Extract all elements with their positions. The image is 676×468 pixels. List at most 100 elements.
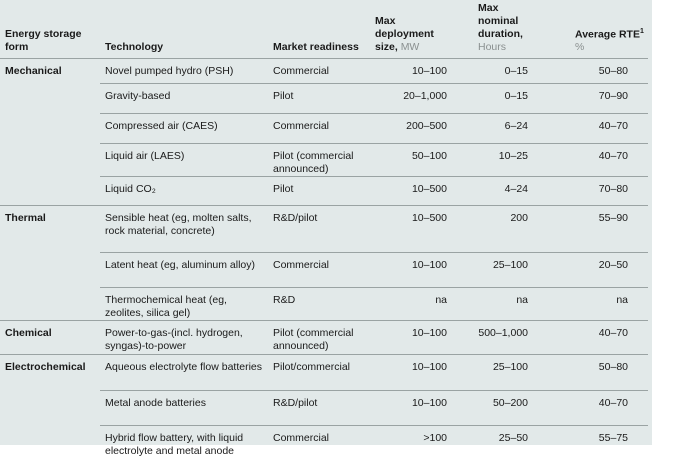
cell-readiness: Pilot (commercial announced): [268, 320, 370, 355]
cell-technology: Thermochemical heat (eg, zeolites, silic…: [100, 287, 268, 321]
table-row: Electrochemical Aqueous electrolyte flow …: [0, 354, 648, 391]
header-rte-unit: %: [575, 41, 585, 53]
cell-technology: Novel pumped hydro (PSH): [100, 58, 268, 84]
cell-form: [0, 177, 100, 206]
cell-rte: 70–80: [530, 176, 648, 206]
cell-duration: 25–50: [448, 425, 530, 468]
cell-duration: 10–25: [448, 143, 530, 177]
cell-technology: Liquid CO₂: [100, 176, 268, 206]
cell-technology: Compressed air (CAES): [100, 113, 268, 144]
cell-duration: na: [448, 287, 530, 321]
header-duration-label: Max nominal duration,: [478, 2, 523, 40]
cell-readiness: Commercial: [268, 425, 370, 468]
cell-duration: 6–24: [448, 113, 530, 144]
cell-form: [0, 84, 100, 114]
table-row: Gravity-based Pilot 20–1,000 0–15 70–90: [0, 83, 648, 114]
cell-form: [0, 426, 100, 468]
cell-readiness: Pilot (commercial announced): [268, 143, 370, 177]
table-row: Liquid air (LAES) Pilot (commercial annou…: [0, 143, 648, 177]
header-rte: Average RTE1%: [530, 2, 648, 59]
cell-size: 10–100: [370, 58, 448, 84]
cell-size: 10–100: [370, 354, 448, 391]
table-row: Hybrid flow battery, with liquid electro…: [0, 425, 648, 468]
cell-technology: Aqueous electrolyte flow batteries: [100, 354, 268, 391]
header-rte-label: Average RTE: [575, 28, 640, 40]
header-technology: Technology: [105, 41, 164, 53]
cell-duration: 50–200: [448, 390, 530, 426]
cell-form: Chemical: [0, 320, 100, 355]
footnote-marker: 1: [639, 27, 644, 35]
cell-readiness: R&D: [268, 287, 370, 321]
cell-rte: 70–90: [530, 83, 648, 114]
cell-form: [0, 391, 100, 426]
cell-size: na: [370, 287, 448, 321]
cell-readiness: Pilot/commercial: [268, 354, 370, 391]
cell-rte: 40–70: [530, 143, 648, 177]
cell-rte: 40–70: [530, 320, 648, 355]
header-form: Energy storage form: [5, 28, 82, 53]
cell-form: [0, 144, 100, 177]
cell-readiness: Commercial: [268, 58, 370, 84]
cell-technology: Sensible heat (eg, molten salts, rock ma…: [100, 205, 268, 253]
cell-technology: Gravity-based: [100, 83, 268, 114]
cell-size: 20–1,000: [370, 83, 448, 114]
cell-size: 10–500: [370, 205, 448, 253]
header-size-unit: MW: [400, 41, 420, 53]
cell-technology: Hybrid flow battery, with liquid electro…: [100, 425, 268, 468]
cell-readiness: R&D/pilot: [268, 390, 370, 426]
cell-form: [0, 288, 100, 321]
cell-technology: Metal anode batteries: [100, 390, 268, 426]
cell-rte: 55–90: [530, 205, 648, 253]
cell-duration: 200: [448, 205, 530, 253]
cell-technology: Liquid air (LAES): [100, 143, 268, 177]
table-panel: Energy storage form Technology Market re…: [0, 0, 652, 468]
header-row: Energy storage form Technology Market re…: [0, 2, 648, 59]
cell-form: Electrochemical: [0, 354, 100, 391]
energy-storage-table: Energy storage form Technology Market re…: [0, 2, 648, 468]
cell-technology: Power-to-gas-(incl. hydrogen, syngas)-to…: [100, 320, 268, 355]
cell-technology: Latent heat (eg, aluminum alloy): [100, 252, 268, 288]
cell-readiness: Pilot: [268, 83, 370, 114]
cell-size: 50–100: [370, 143, 448, 177]
cell-readiness: Commercial: [268, 113, 370, 144]
table-row: Thermochemical heat (eg, zeolites, silic…: [0, 287, 648, 321]
header-size-label: Max deployment size,: [375, 15, 434, 53]
cell-form: Mechanical: [0, 58, 100, 84]
cell-rte: 50–80: [530, 58, 648, 84]
cell-duration: 0–15: [448, 83, 530, 114]
cell-form: [0, 253, 100, 288]
cell-duration: 500–1,000: [448, 320, 530, 355]
header-duration-unit: Hours: [478, 41, 507, 53]
cell-rte: 40–70: [530, 113, 648, 144]
table-row: Metal anode batteries R&D/pilot 10–100 50–2…: [0, 390, 648, 426]
cell-rte: na: [530, 287, 648, 321]
cell-readiness: Commercial: [268, 252, 370, 288]
cell-duration: 4–24: [448, 176, 530, 206]
table-row: Latent heat (eg, aluminum alloy) Commerci…: [0, 252, 648, 288]
cell-rte: 40–70: [530, 390, 648, 426]
cell-size: >100: [370, 425, 448, 468]
cell-form: Thermal: [0, 205, 100, 253]
table-row: Thermal Sensible heat (eg, molten salts, …: [0, 205, 648, 253]
cell-form: [0, 114, 100, 144]
cell-size: 10–100: [370, 252, 448, 288]
cell-size: 200–500: [370, 113, 448, 144]
table-row: Liquid CO₂ Pilot 10–500 4–24 70–80: [0, 176, 648, 206]
header-duration: Max nominal duration, Hours: [448, 2, 530, 59]
cell-readiness: R&D/pilot: [268, 205, 370, 253]
cell-size: 10–100: [370, 320, 448, 355]
header-readiness: Market readiness: [273, 41, 359, 53]
cell-duration: 25–100: [448, 252, 530, 288]
cell-duration: 25–100: [448, 354, 530, 391]
header-size: Max deployment size, MW: [370, 2, 448, 59]
cell-size: 10–500: [370, 176, 448, 206]
cell-rte: 50–80: [530, 354, 648, 391]
cell-rte: 55–75: [530, 425, 648, 468]
table-row: Chemical Power-to-gas-(incl. hydrogen, sy…: [0, 320, 648, 355]
cell-readiness: Pilot: [268, 176, 370, 206]
cell-size: 10–100: [370, 390, 448, 426]
table-row: Compressed air (CAES) Commercial 200–500 6–…: [0, 113, 648, 144]
cell-duration: 0–15: [448, 58, 530, 84]
cell-rte: 20–50: [530, 252, 648, 288]
table-row: Mechanical Novel pumped hydro (PSH) Commer…: [0, 58, 648, 84]
